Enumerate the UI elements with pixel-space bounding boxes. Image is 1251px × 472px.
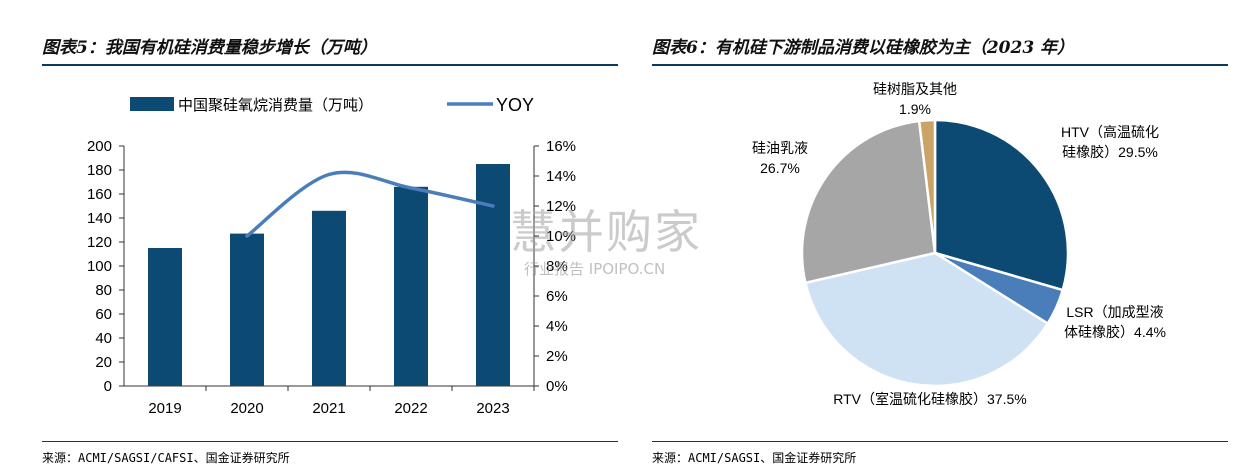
- x-tick-label-2020: 2020: [230, 400, 263, 417]
- x-tick-label-2021: 2021: [312, 400, 345, 417]
- x-tick-label-2023: 2023: [476, 400, 509, 417]
- left-y-tick-label: 160: [87, 186, 112, 203]
- right-y-tick-label: 2%: [546, 348, 568, 365]
- pie-label-line1: 硅油乳液: [752, 140, 808, 156]
- yoy-line: [245, 170, 495, 238]
- pie-slice-3: [803, 251, 1050, 388]
- right-y-tick-label: 10%: [546, 228, 576, 245]
- right-y-tick-label: 8%: [546, 258, 568, 275]
- pie-slice-1: [933, 118, 1070, 292]
- left-bottom-rule: [42, 441, 618, 442]
- pie-slice-5: [917, 118, 937, 254]
- right-y-tick-label: 4%: [546, 318, 568, 335]
- left-title-rule: [42, 64, 618, 66]
- left-y-tick-label: 20: [95, 354, 112, 371]
- x-tick-label-2022: 2022: [394, 400, 427, 417]
- left-y-tick-label: 80: [95, 282, 112, 299]
- left-source-note: 来源：ACMI/SAGSI/CAFSI、国金证券研究所: [42, 451, 290, 465]
- pie-label-line1: RTV（室温硫化硅橡胶）37.5%: [833, 391, 1026, 407]
- right-y-tick-label: 0%: [546, 378, 568, 395]
- pie-label-line1: LSR（加成型液: [1066, 304, 1163, 320]
- right-bottom-rule: [652, 441, 1228, 442]
- right-chart-title: 图表6：有机硅下游制品消费以硅橡胶为主（2023 年）: [652, 38, 1075, 58]
- pie-slice-4: [800, 119, 937, 285]
- left-chart-title: 图表5：我国有机硅消费量稳步增长（万吨）: [42, 38, 377, 58]
- legend-line-label: YOY: [496, 95, 534, 115]
- legend-bar-label: 中国聚硅氧烷消费量（万吨）: [178, 97, 373, 114]
- pie-label-line1: HTV（高温硫化: [1061, 124, 1159, 140]
- left-y-tick-label: 180: [87, 162, 112, 179]
- left-y-tick-label: 140: [87, 210, 112, 227]
- left-y-tick-label: 0: [104, 378, 112, 395]
- left-y-tick-label: 100: [87, 258, 112, 275]
- bar-2022: [394, 186, 428, 386]
- right-source-note: 来源：ACMI/SAGSI、国金证券研究所: [652, 451, 857, 465]
- left-y-tick-label: 60: [95, 306, 112, 323]
- bar-2023: [476, 164, 510, 386]
- right-y-tick-label: 12%: [546, 198, 576, 215]
- bar-2021: [312, 210, 346, 386]
- left-y-tick-label: 200: [87, 138, 112, 155]
- bar-2019: [148, 248, 182, 386]
- left-y-tick-label: 40: [95, 330, 112, 347]
- pie-label-line1: 硅树脂及其他: [873, 81, 957, 97]
- pie-label-line2: 26.7%: [760, 160, 800, 176]
- right-y-tick-label: 14%: [546, 168, 576, 185]
- legend-bar-swatch: [130, 97, 174, 111]
- bar-2020: [230, 233, 264, 386]
- right-title-rule: [652, 64, 1228, 66]
- pie-label-line2: 硅橡胶）29.5%: [1062, 144, 1158, 160]
- right-y-tick-label: 16%: [546, 138, 576, 155]
- x-tick-label-2019: 2019: [148, 400, 181, 417]
- right-y-tick-label: 6%: [546, 288, 568, 305]
- left-y-tick-label: 120: [87, 234, 112, 251]
- pie-label-line2: 体硅橡胶）4.4%: [1064, 324, 1166, 340]
- pie-label-line2: 1.9%: [899, 101, 931, 117]
